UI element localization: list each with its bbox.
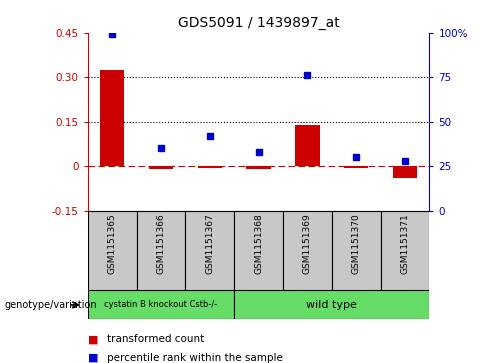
Bar	[88, 211, 137, 290]
Bar	[198, 166, 222, 168]
Text: wild type: wild type	[306, 300, 357, 310]
Bar	[381, 211, 429, 290]
Bar	[234, 211, 283, 290]
Text: genotype/variation: genotype/variation	[5, 300, 98, 310]
Title: GDS5091 / 1439897_at: GDS5091 / 1439897_at	[178, 16, 340, 30]
Bar	[100, 70, 124, 166]
Bar	[185, 211, 234, 290]
Text: transformed count: transformed count	[107, 334, 204, 344]
Text: GSM1151367: GSM1151367	[205, 213, 214, 274]
Text: GSM1151368: GSM1151368	[254, 213, 263, 274]
Bar	[344, 166, 368, 168]
Text: GSM1151369: GSM1151369	[303, 213, 312, 274]
Bar	[88, 290, 234, 319]
Bar	[246, 166, 271, 169]
Bar	[332, 211, 381, 290]
Bar	[149, 166, 173, 169]
Text: ■: ■	[88, 334, 99, 344]
Text: percentile rank within the sample: percentile rank within the sample	[107, 352, 283, 363]
Bar	[137, 211, 185, 290]
Bar	[295, 125, 320, 166]
Bar	[283, 211, 332, 290]
Bar	[393, 166, 417, 178]
Text: cystatin B knockout Cstb-/-: cystatin B knockout Cstb-/-	[104, 301, 218, 309]
Text: GSM1151366: GSM1151366	[157, 213, 165, 274]
Text: GSM1151370: GSM1151370	[352, 213, 361, 274]
Text: ■: ■	[88, 352, 99, 363]
Text: GSM1151371: GSM1151371	[401, 213, 409, 274]
Text: GSM1151365: GSM1151365	[108, 213, 117, 274]
Bar	[234, 290, 429, 319]
